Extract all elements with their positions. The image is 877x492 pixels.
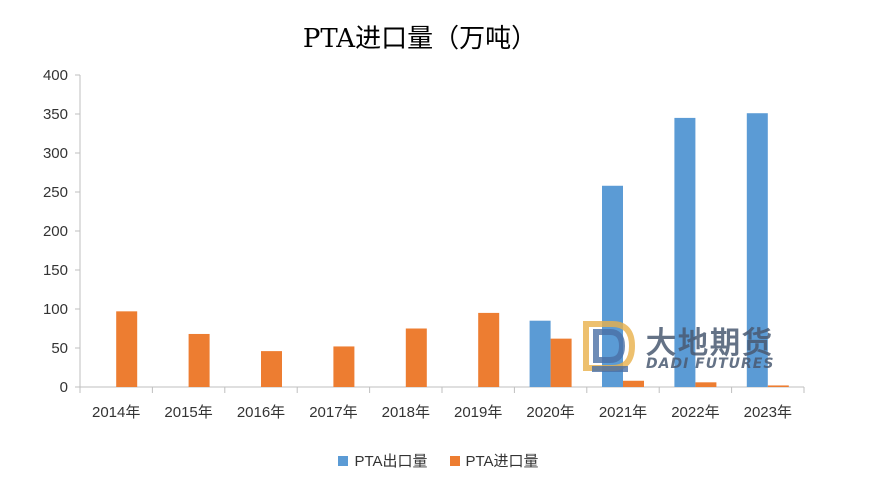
bar-import	[333, 346, 355, 387]
x-tick-label: 2014年	[92, 404, 140, 421]
legend-item: PTA进口量	[449, 450, 539, 471]
x-tick-label: 2023年	[744, 404, 792, 421]
x-tick-label: 2019年	[454, 404, 502, 421]
y-tick-label: 250	[43, 184, 68, 201]
x-tick-label: 2016年	[237, 404, 285, 421]
bar-import	[261, 351, 282, 387]
y-tick-label: 350	[43, 106, 68, 123]
bar-import	[550, 338, 572, 387]
bar-import	[116, 311, 138, 387]
x-tick-label: 2017年	[309, 404, 357, 421]
x-tick-label: 2021年	[599, 404, 647, 421]
legend-item: PTA出口量	[338, 450, 428, 471]
bar-export	[746, 113, 768, 387]
bar-import	[695, 382, 717, 387]
y-tick-label: 400	[43, 67, 68, 84]
y-tick-label: 50	[51, 340, 68, 357]
y-tick-label: 0	[60, 379, 68, 396]
y-tick-label: 200	[43, 223, 68, 240]
x-tick-label: 2020年	[526, 404, 574, 421]
legend: PTA出口量 PTA进口量	[0, 450, 877, 471]
watermark-name-en: DADI FUTURES	[646, 356, 775, 372]
bar-import	[767, 385, 789, 387]
y-tick-label: 150	[43, 262, 68, 279]
x-tick-label: 2018年	[382, 404, 430, 421]
bar-import	[405, 328, 427, 387]
legend-swatch	[449, 455, 460, 466]
bar-export	[674, 117, 696, 388]
legend-swatch	[338, 455, 349, 466]
bar-import	[188, 333, 210, 387]
chart-title: PTA进口量（万吨）	[302, 24, 538, 54]
y-tick-label: 100	[43, 301, 68, 318]
bar-import	[623, 380, 644, 387]
legend-label: PTA出口量	[354, 453, 428, 470]
watermark: 大地期货 DADI FUTURES	[582, 318, 802, 378]
bar-import	[478, 312, 500, 387]
x-tick-label: 2022年	[671, 404, 719, 421]
y-tick-label: 300	[43, 145, 68, 162]
bar-export	[529, 320, 551, 387]
dadi-logo-icon	[583, 321, 636, 372]
legend-label: PTA进口量	[465, 453, 539, 470]
x-tick-label: 2015年	[164, 404, 212, 421]
watermark-name-cn: 大地期货	[646, 326, 774, 361]
